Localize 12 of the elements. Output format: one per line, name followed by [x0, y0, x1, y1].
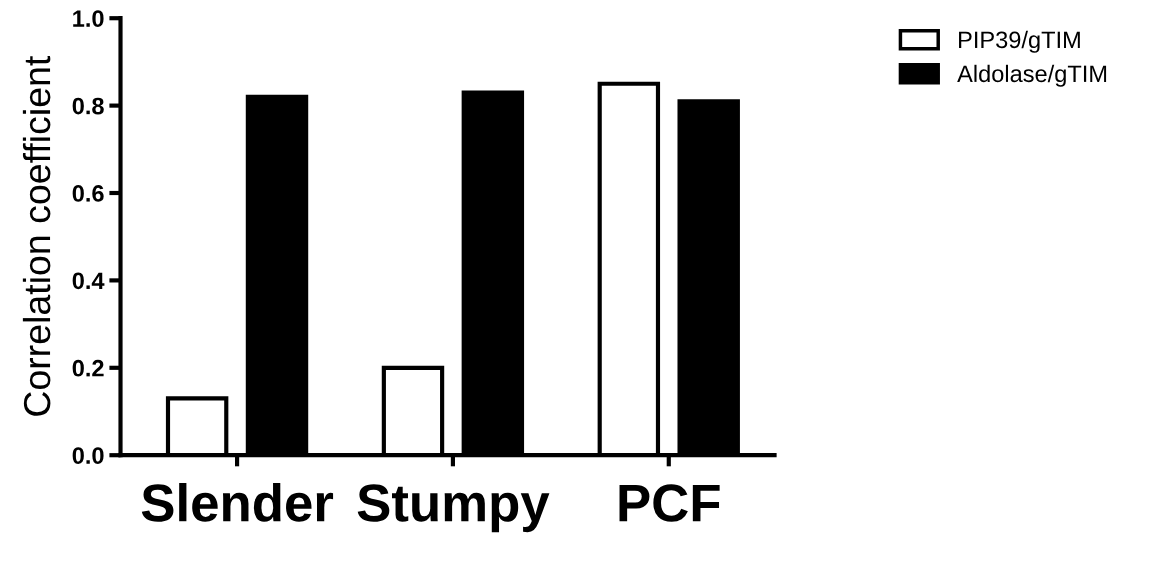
- legend-label: PIP39/gTIM: [959, 30, 1080, 53]
- y-tick-label: 0.4: [72, 272, 105, 290]
- y-tick-label: 0.0: [72, 447, 104, 464]
- x-tick-label: Stumpy: [357, 484, 550, 533]
- y-tick-label: 1.0: [73, 10, 104, 27]
- y-tick-label: 0.8: [72, 97, 104, 115]
- x-tick-label: Slender: [141, 482, 334, 522]
- x-tick-label: PCF: [619, 484, 720, 522]
- y-tick-label: 0.2: [72, 359, 104, 377]
- y-axis-title: Correlation coefficient: [22, 55, 51, 416]
- legend-label: Aldolase/gTIM: [957, 64, 1107, 87]
- y-tick-label: 0.6: [72, 185, 104, 202]
